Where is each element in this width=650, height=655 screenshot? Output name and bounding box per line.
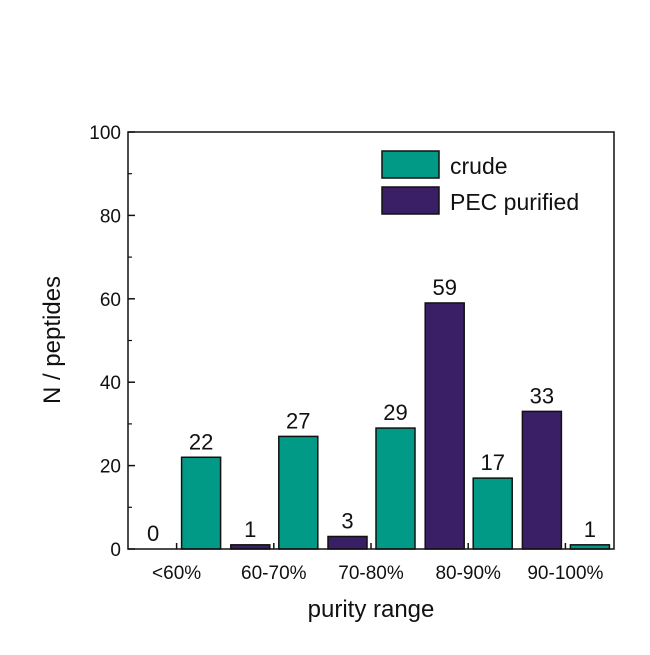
data-label-pec-purified: 59 — [432, 275, 456, 300]
x-tick-label: 80-90% — [435, 563, 501, 584]
data-label-crude: 22 — [189, 429, 213, 454]
bar-crude — [472, 477, 513, 550]
data-label-crude: 29 — [383, 400, 407, 425]
y-axis-label: N / peptides — [39, 276, 66, 404]
bar-crude — [375, 427, 416, 550]
data-label-crude: 1 — [584, 517, 596, 542]
data-label-pec-purified: 0 — [147, 521, 159, 546]
data-label-crude: 27 — [286, 408, 310, 433]
bar-crude — [180, 456, 222, 550]
x-axis-label: purity range — [308, 596, 435, 623]
legend-swatch-pec-purified — [381, 186, 440, 215]
data-label-crude: 17 — [480, 450, 504, 475]
data-label-pec-purified: 1 — [244, 517, 256, 542]
bar-pec-purified — [521, 410, 563, 550]
y-tick-label: 40 — [100, 373, 121, 394]
data-label-pec-purified: 33 — [530, 383, 554, 408]
y-tick-label: 60 — [100, 290, 121, 311]
bars — [180, 302, 611, 550]
x-tick-label: 70-80% — [338, 563, 404, 584]
data-label-pec-purified: 3 — [341, 508, 353, 533]
x-tick-label: 60-70% — [241, 563, 307, 584]
x-tick-label: 90-100% — [527, 563, 603, 584]
legend-label-pec-purified: PEC purified — [450, 189, 579, 215]
bar-pec-purified — [327, 535, 368, 550]
bar-crude — [278, 435, 319, 550]
x-axis-tick-labels: <60% 60-70% 70-80% 80-90% 90-100% — [152, 543, 604, 584]
data-labels: 0 22 1 27 3 29 59 17 33 1 — [147, 275, 596, 546]
legend-swatch-crude — [381, 150, 440, 179]
legend-label-crude: crude — [450, 153, 508, 179]
y-tick-label: 80 — [100, 206, 121, 227]
y-tick-label: 20 — [100, 457, 121, 478]
y-tick-label: 100 — [89, 123, 121, 144]
y-tick-label: 0 — [110, 540, 121, 561]
legend: crude PEC purified — [381, 150, 579, 215]
bar-pec-purified — [424, 302, 465, 550]
x-tick-label: <60% — [152, 563, 201, 584]
